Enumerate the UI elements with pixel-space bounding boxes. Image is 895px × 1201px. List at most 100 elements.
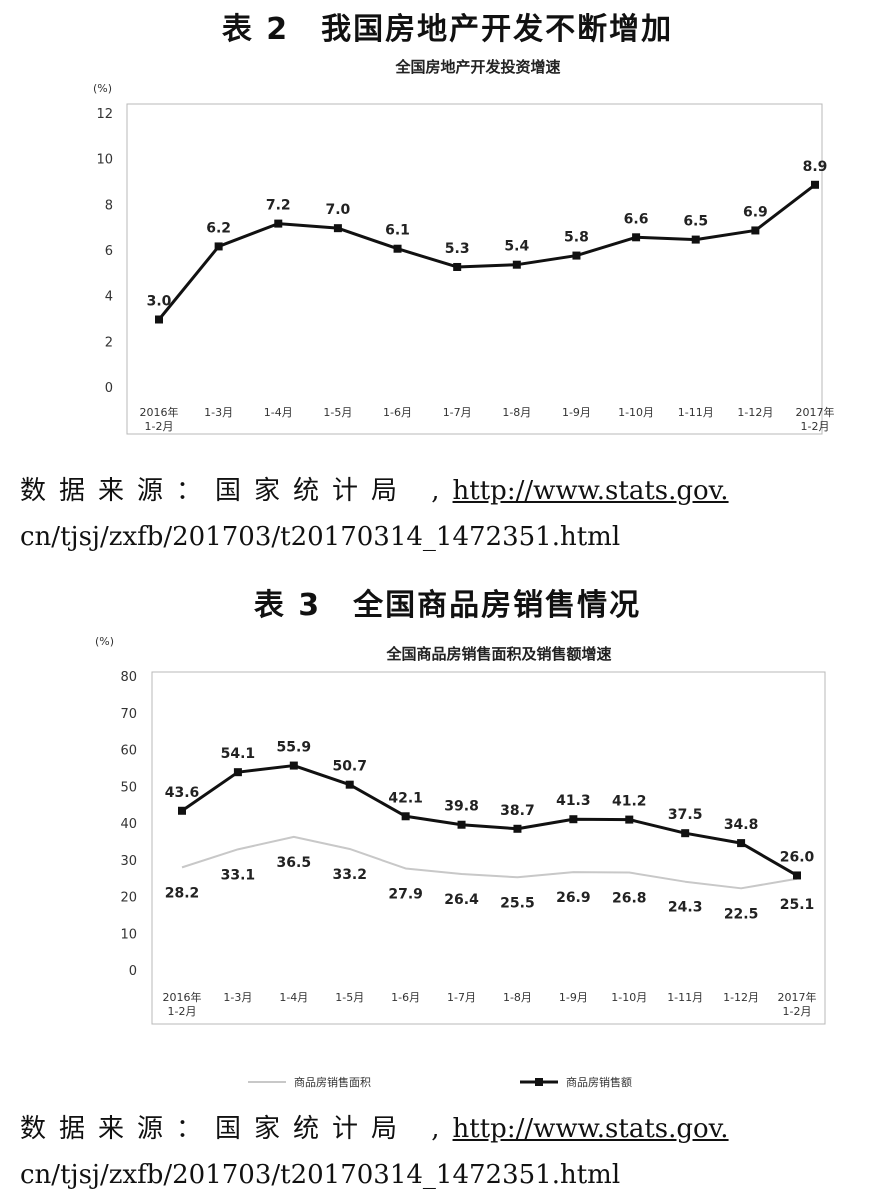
y-tick-label: 6	[105, 244, 113, 259]
x-tick-label: 1-4月	[264, 406, 293, 419]
x-tick-label: 2016年 1-2月	[140, 405, 179, 433]
data-label: 28.2	[165, 885, 200, 901]
data-label: 6.6	[624, 211, 649, 227]
data-label: 3.0	[147, 294, 172, 310]
data-label: 27.9	[388, 886, 423, 902]
plot-frame	[126, 103, 823, 435]
data-point	[457, 820, 466, 829]
plot-frame	[151, 671, 826, 1025]
x-tick-label: 1-9月	[562, 406, 591, 419]
y-tick-label: 4	[105, 290, 113, 305]
x-tick-label: 1-12月	[737, 406, 773, 419]
x-tick-label: 2017年 1-2月	[796, 405, 835, 433]
y-tick-label: 10	[96, 153, 113, 168]
data-point	[681, 829, 690, 838]
chart-title: 全国房地产开发投资增速	[394, 58, 560, 76]
data-point	[625, 815, 634, 824]
x-tick-label: 1-5月	[323, 406, 352, 419]
data-point	[155, 315, 163, 324]
data-point	[178, 806, 186, 815]
y-unit-label: (%)	[95, 635, 114, 648]
data-label: 6.5	[683, 214, 708, 230]
source-label: 数据来源：国家统计局 ,	[20, 476, 453, 506]
data-label: 6.9	[743, 204, 768, 220]
data-point	[811, 180, 819, 189]
data-label: 37.5	[668, 807, 703, 823]
y-tick-label: 0	[129, 964, 137, 979]
data-point	[569, 815, 578, 824]
data-point	[274, 219, 283, 228]
data-label: 36.5	[277, 855, 312, 871]
x-tick-label: 1-5月	[335, 991, 364, 1004]
series-line	[181, 764, 798, 877]
table2-heading: 表 2 我国房地产开发不断增加	[221, 12, 674, 47]
y-tick-label: 20	[120, 891, 137, 906]
data-label: 22.5	[724, 906, 759, 922]
x-tick-label: 1-8月	[503, 991, 532, 1004]
data-label: 26.0	[780, 849, 815, 865]
x-tick-label: 1-9月	[559, 991, 588, 1004]
data-point	[453, 262, 462, 271]
data-point	[751, 226, 760, 235]
x-tick-label: 1-10月	[611, 991, 647, 1004]
x-tick-label: 1-6月	[383, 406, 412, 419]
series-line	[181, 835, 798, 890]
y-tick-label: 80	[120, 670, 137, 685]
data-label: 5.8	[564, 230, 589, 246]
data-label: 33.1	[221, 867, 256, 883]
data-label: 26.9	[556, 890, 591, 906]
data-point	[214, 242, 223, 251]
data-label: 34.8	[724, 817, 759, 833]
source-link-continued[interactable]: cn/tjsj/zxfb/201703/t20170314_1472351.ht…	[20, 522, 621, 552]
data-label: 6.2	[206, 220, 231, 236]
chart-title: 全国商品房销售面积及销售额增速	[385, 645, 611, 663]
data-label: 50.7	[332, 759, 367, 775]
x-tick-label: 2016年 1-2月	[163, 990, 202, 1018]
data-point	[737, 839, 746, 848]
y-tick-label: 0	[105, 381, 113, 396]
data-point	[512, 260, 521, 269]
data-point	[572, 251, 581, 260]
data-label: 26.8	[612, 891, 647, 907]
data-point	[793, 871, 801, 880]
y-tick-label: 50	[120, 780, 137, 795]
x-tick-label: 1-3月	[223, 991, 252, 1004]
investment-growth-chart: 全国房地产开发投资增速 (%) 0 2 4 6 8 10 12 2016年 1-2月 1-3月 1-4月…	[93, 58, 835, 435]
data-label: 42.1	[388, 790, 423, 806]
x-tick-label: 1-4月	[279, 991, 308, 1004]
x-tick-label: 1-8月	[502, 406, 531, 419]
data-point	[513, 824, 522, 833]
data-point	[393, 244, 402, 253]
table3-source: 数据来源：国家统计局 ,http://www.stats.gov. cn/tjs…	[20, 1106, 882, 1198]
x-tick-label: 2017年 1-2月	[778, 990, 817, 1018]
y-tick-label: 8	[105, 198, 113, 213]
source-link[interactable]: http://www.stats.gov.	[452, 1114, 729, 1144]
sales-growth-chart: 全国商品房销售面积及销售额增速 (%) 0 10 20 30 40 50 60 70 80 2016年…	[95, 635, 826, 1089]
source-link-continued[interactable]: cn/tjsj/zxfb/201703/t20170314_1472351.ht…	[20, 1160, 621, 1190]
y-unit-label: (%)	[93, 82, 112, 95]
legend-label: 商品房销售面积	[294, 1075, 371, 1089]
data-label: 7.2	[266, 198, 291, 214]
data-point	[333, 224, 342, 233]
y-tick-label: 10	[120, 927, 137, 942]
data-label: 41.2	[612, 794, 647, 810]
x-tick-label: 1-7月	[443, 406, 472, 419]
data-label: 5.4	[504, 239, 529, 255]
x-tick-label: 1-11月	[678, 406, 714, 419]
data-label: 26.4	[444, 892, 479, 908]
source-label: 数据来源：国家统计局 ,	[20, 1114, 453, 1144]
y-tick-label: 12	[96, 107, 113, 122]
data-label: 6.1	[385, 223, 410, 239]
source-link[interactable]: http://www.stats.gov.	[452, 476, 729, 506]
data-point	[632, 233, 641, 242]
data-point	[233, 768, 242, 777]
x-tick-label: 1-3月	[204, 406, 233, 419]
data-label: 39.8	[444, 799, 479, 815]
data-point	[289, 761, 298, 770]
legend-label: 商品房销售额	[566, 1075, 632, 1089]
y-tick-label: 60	[120, 744, 137, 759]
data-label: 55.9	[277, 740, 312, 756]
data-label: 38.7	[500, 803, 535, 819]
x-tick-label: 1-7月	[447, 991, 476, 1004]
data-point	[345, 780, 354, 789]
